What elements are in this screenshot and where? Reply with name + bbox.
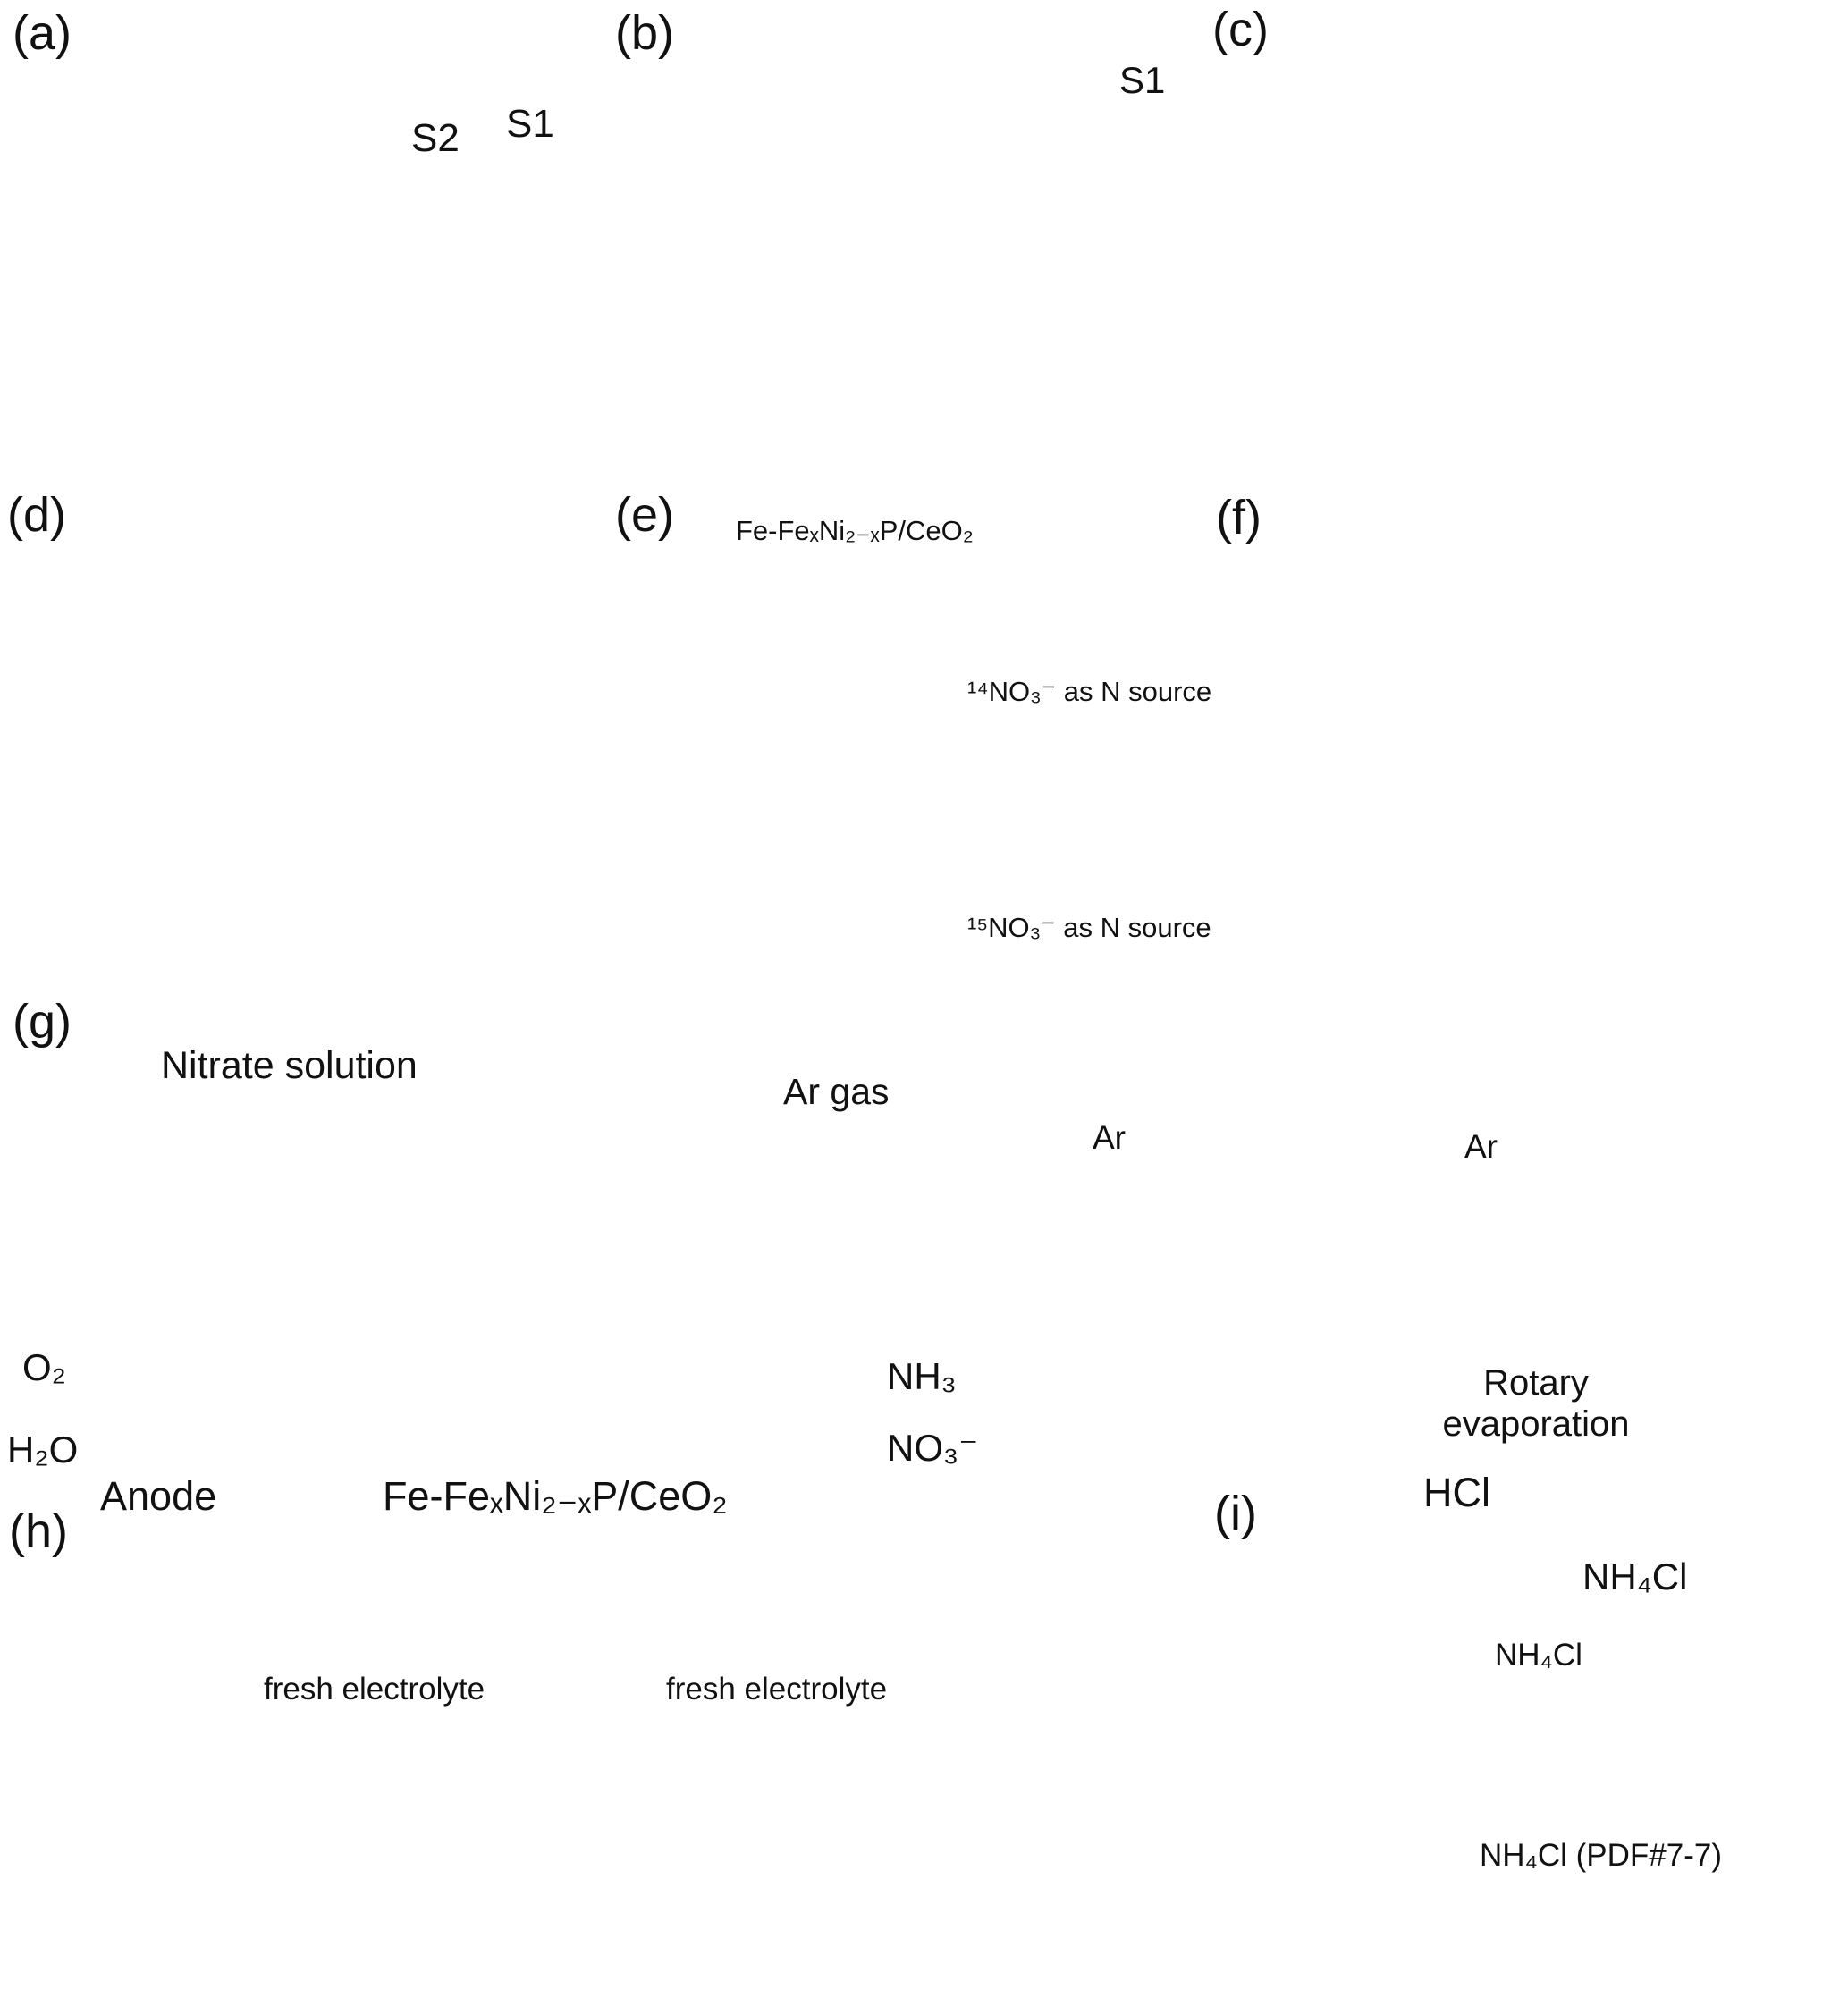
panel-b-tag: (b) <box>615 6 674 60</box>
nmr-title: Fe-FeₓNi₂₋ₓP/CeO₂ <box>736 515 974 546</box>
h2o-label: H₂O <box>7 1429 79 1471</box>
panel-e-tag: (e) <box>615 488 674 542</box>
fresh-electrolyte-label-2: fresh electrolyte <box>666 1672 888 1707</box>
anode-label: Anode <box>100 1473 217 1519</box>
ar-label-1: Ar <box>1093 1119 1126 1156</box>
no3-label: NO₃⁻ <box>887 1427 979 1469</box>
panel-i-tag: (i) <box>1214 1487 1257 1540</box>
panel-a-tag: (a) <box>13 6 72 60</box>
panel-c-tag: (c) <box>1212 3 1269 56</box>
region-s2-label: S2 <box>411 116 460 160</box>
rotary-evaporation-label: Rotary evaporation <box>1442 1363 1630 1444</box>
xrd-sample-label: NH₄Cl <box>1495 1638 1582 1673</box>
nh4cl-product-label: NH₄Cl <box>1582 1555 1688 1597</box>
panel-h-tag: (h) <box>9 1504 68 1558</box>
ar-label-2: Ar <box>1464 1128 1498 1165</box>
panel-b-s1-label: S1 <box>1119 59 1166 101</box>
region-s1-label: S1 <box>506 102 554 146</box>
o2-label: O₂ <box>22 1346 66 1388</box>
nh3-label: NH₃ <box>887 1355 957 1397</box>
panel-d-tag: (d) <box>7 488 66 542</box>
ar-gas-label: Ar gas <box>783 1071 890 1112</box>
panel-g-tag: (g) <box>13 995 72 1049</box>
nmr-15n-label: ¹⁵NO₃⁻ as N source <box>967 912 1211 943</box>
panel-f-tag: (f) <box>1216 491 1262 544</box>
nmr-14n-label: ¹⁴NO₃⁻ as N source <box>967 676 1212 707</box>
hcl-label: HCl <box>1423 1470 1490 1515</box>
nitrate-solution-label: Nitrate solution <box>161 1044 418 1087</box>
fresh-electrolyte-label-1: fresh electrolyte <box>264 1672 485 1707</box>
cathode-label: Fe-FeₓNi₂₋ₓP/CeO₂ <box>383 1473 728 1519</box>
xrd-reference-label: NH₄Cl (PDF#7-7) <box>1480 1838 1722 1873</box>
